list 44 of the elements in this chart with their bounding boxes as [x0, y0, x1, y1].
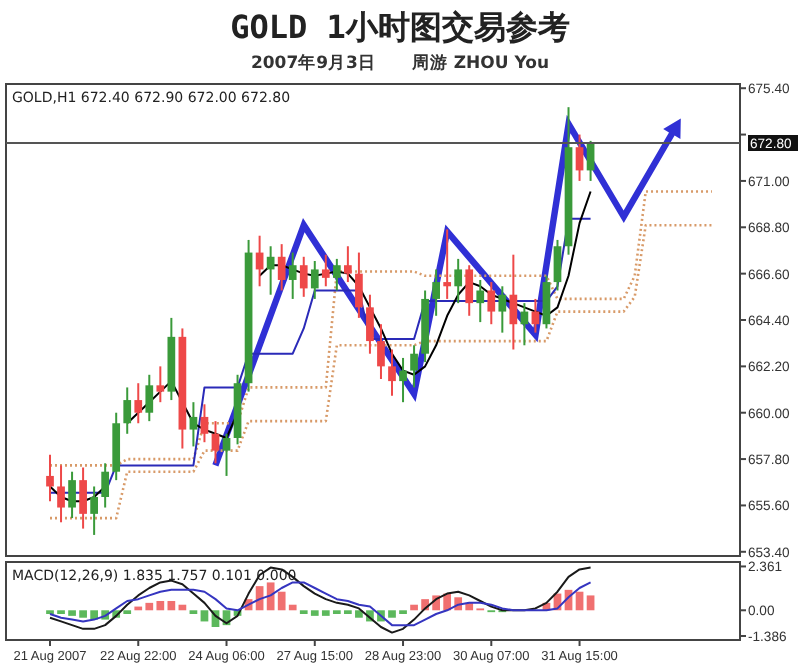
- candlestick: [443, 228, 452, 300]
- chart-title: GOLD 1小时图交易参考: [230, 8, 570, 46]
- candlestick: [189, 401, 198, 448]
- candlestick: [465, 264, 474, 317]
- candlestick: [310, 260, 319, 300]
- candlestick: [377, 323, 385, 380]
- candlestick: [321, 253, 330, 288]
- candlestick: [90, 485, 98, 536]
- candlestick: [332, 257, 341, 292]
- candlestick: [487, 281, 496, 326]
- candlestick: [498, 285, 507, 334]
- candlestick: [355, 251, 363, 319]
- candlestick: [366, 293, 374, 355]
- candlestick: [299, 255, 308, 298]
- candlestick: [46, 453, 54, 503]
- candlestick: [553, 238, 562, 292]
- candlestick: [509, 253, 518, 351]
- chart-subtitle: 2007年9月3日 周游 ZHOU You: [250, 52, 550, 74]
- candlestick: [145, 373, 154, 423]
- candlestick: [200, 403, 209, 444]
- candlestick: [575, 133, 584, 182]
- candlestick: [266, 245, 275, 296]
- candlestick: [344, 245, 352, 284]
- candlestick: [57, 464, 65, 524]
- candlestick: [134, 382, 143, 425]
- candlestick: [410, 344, 418, 389]
- candlestick: [454, 257, 463, 305]
- bar: [586, 595, 595, 611]
- candlestick: [432, 268, 440, 317]
- bar: [200, 610, 209, 622]
- candlestick: [79, 466, 87, 530]
- candlestick: [388, 348, 396, 397]
- candlestick: [68, 470, 76, 520]
- candlestick: [156, 365, 165, 404]
- candlestick: [211, 420, 220, 465]
- candlestick: [101, 462, 110, 509]
- candlestick: [476, 278, 485, 324]
- candlestick: [288, 251, 297, 300]
- candlestick: [222, 432, 231, 477]
- line-series: [49, 581, 592, 627]
- candlestick: [277, 243, 286, 292]
- candlestick: [123, 386, 132, 435]
- candlestick: [542, 274, 551, 330]
- candlestick: [399, 356, 407, 404]
